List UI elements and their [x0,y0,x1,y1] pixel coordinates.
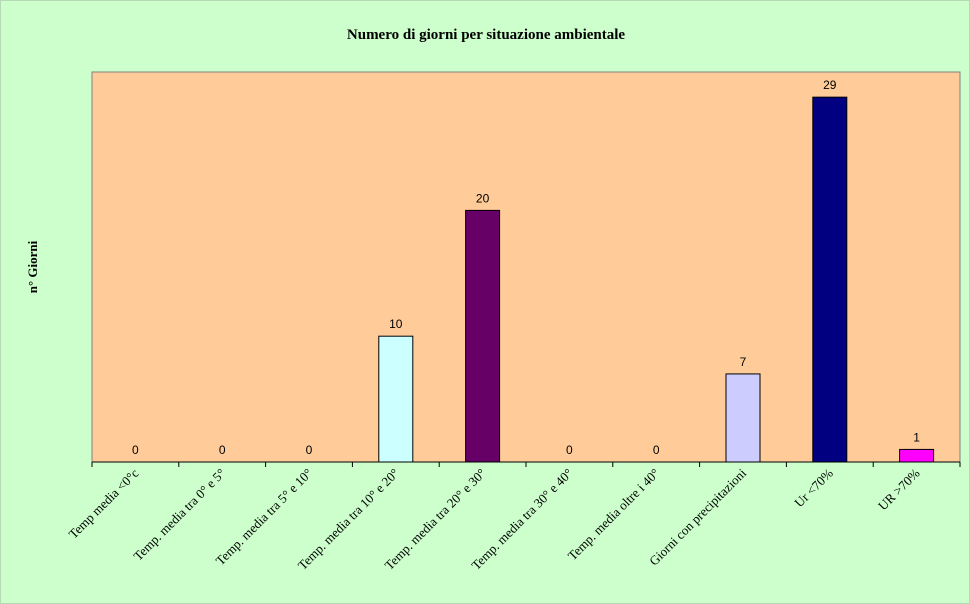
x-tick-label: Temp media <0°c [66,465,142,541]
data-label: 10 [389,317,403,331]
x-tick-label: Temp. media tra 5° e 10° [213,466,316,569]
bars-group: 0 0 0 10 20 0 0 7 29 1 [132,78,935,463]
bar [725,373,761,463]
x-tick-label: Temp. media tra 0° e 5° [130,466,228,564]
data-label: 29 [823,78,837,92]
bar [899,448,935,463]
bar [812,96,848,463]
data-label: 0 [132,443,139,457]
data-label: 0 [566,443,573,457]
data-label: 0 [219,443,226,457]
chart-title: Numero di giorni per situazione ambienta… [347,27,626,43]
data-label: 1 [913,430,920,444]
data-label: 20 [476,191,490,205]
x-tick-label: Temp. media tra 30° e 40° [468,466,575,573]
bar [465,209,501,463]
x-tick-label: Ur <70% [791,465,836,510]
x-tick-label: UR >70% [875,465,923,513]
bar [378,335,414,463]
data-label: 7 [740,355,747,369]
data-label: 0 [653,443,660,457]
data-label: 0 [306,443,313,457]
y-axis-label: n° Giorni [25,240,40,293]
x-axis [91,461,961,467]
x-tick-label: Giorni con precipitazioni [646,465,749,568]
x-tick-label: Temp. media oltre i 40° [565,466,663,564]
